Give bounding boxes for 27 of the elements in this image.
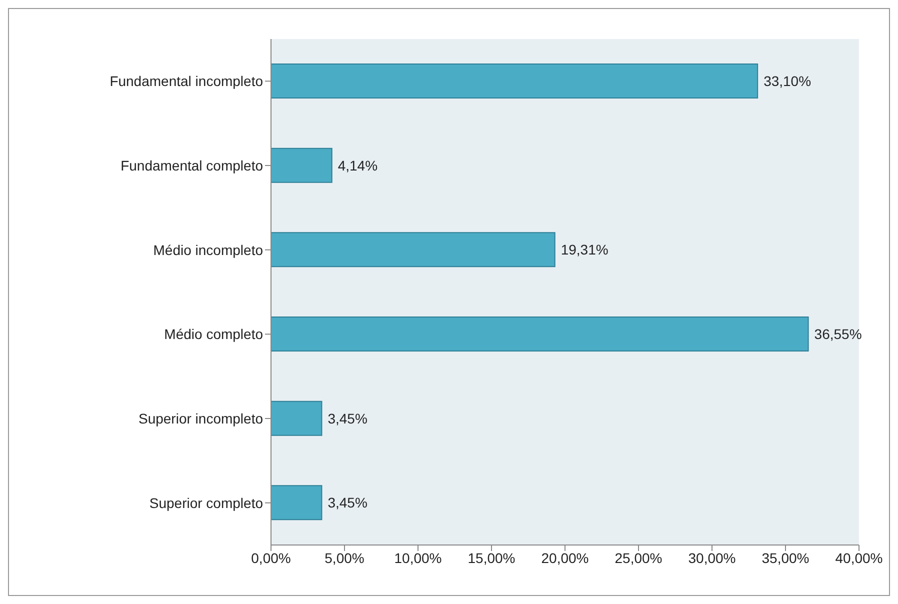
data-label: 4,14% xyxy=(338,157,378,174)
y-tick-label: Superior incompleto xyxy=(138,410,264,426)
x-tick-label: 15,00% xyxy=(468,550,516,566)
x-tick-label: 10,00% xyxy=(394,550,442,566)
bar xyxy=(271,400,322,436)
data-label: 3,45% xyxy=(328,494,368,511)
bar xyxy=(271,232,556,268)
x-tick-label: 35,00% xyxy=(762,550,810,566)
bar xyxy=(271,485,322,520)
y-tick-label: Superior completo xyxy=(149,494,264,511)
bar xyxy=(271,316,809,352)
data-label: 36,55% xyxy=(814,326,862,342)
x-tick-label: 25,00% xyxy=(614,550,662,566)
x-tick-label: 20,00% xyxy=(541,550,589,566)
y-tick-label: Fundamental incompleto xyxy=(110,73,264,90)
data-label: 3,45% xyxy=(328,410,368,426)
data-label: 33,10% xyxy=(764,73,812,89)
y-tick-label: Fundamental completo xyxy=(120,157,264,174)
x-tick-label: 5,00% xyxy=(324,550,364,566)
bar xyxy=(271,64,758,98)
y-tick-label: Médio completo xyxy=(164,326,264,342)
x-tick-label: 0,00% xyxy=(251,550,291,566)
bar xyxy=(271,148,332,183)
y-tick-label: Médio incompleto xyxy=(153,242,264,258)
x-tick-label: 40,00% xyxy=(835,550,883,566)
x-tick-label: 30,00% xyxy=(688,550,736,566)
data-label: 19,31% xyxy=(560,242,608,258)
